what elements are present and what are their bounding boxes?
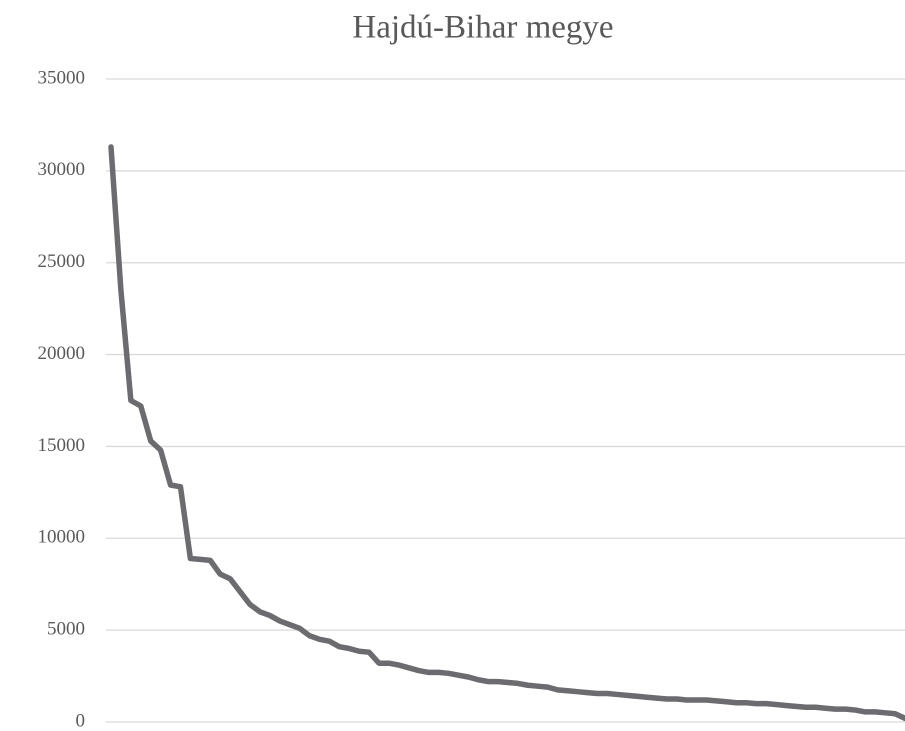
y-tick-label: 10000 [38,527,86,548]
y-tick-label: 35000 [38,67,86,88]
y-tick-label: 5000 [47,619,85,640]
y-tick-label: 25000 [38,251,86,272]
chart-title: Hajdú-Bihar megye [352,10,613,46]
y-tick-label: 15000 [38,435,86,456]
y-tick-label: 20000 [38,343,86,364]
y-tick-label: 0 [76,710,86,731]
y-tick-label: 30000 [38,159,86,180]
data-line [108,144,905,722]
